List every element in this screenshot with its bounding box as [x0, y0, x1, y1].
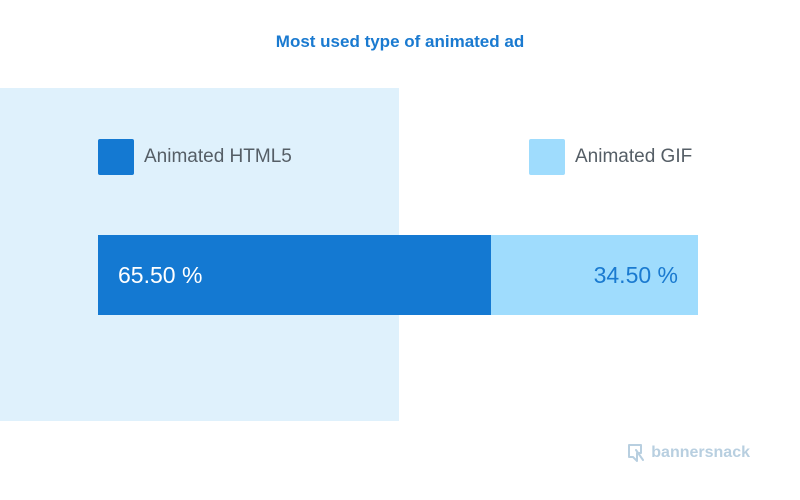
bannersnack-logo-icon — [628, 444, 645, 462]
legend-label-animated-gif: Animated GIF — [575, 146, 693, 167]
brand-logo: bannersnack — [627, 443, 750, 463]
legend-label-animated-html5: Animated HTML5 — [144, 146, 292, 167]
legend-swatch-animated-gif — [529, 139, 565, 175]
bar-segment-animated-html5 — [98, 235, 491, 315]
legend-item-animated-gif: Animated GIF — [529, 139, 692, 175]
stacked-bar: 65.50 % 34.50 % — [98, 235, 698, 315]
legend-item-animated-html5: Animated HTML5 — [98, 139, 292, 175]
chart-title: Most used type of animated ad — [275, 32, 525, 51]
data-label-animated-gif: 34.50 % — [593, 262, 678, 288]
legend-swatch-animated-html5 — [98, 139, 134, 175]
brand-name: bannersnack — [651, 444, 750, 461]
bar-segment-animated-gif — [491, 235, 698, 315]
data-label-animated-html5: 65.50 % — [118, 262, 203, 288]
